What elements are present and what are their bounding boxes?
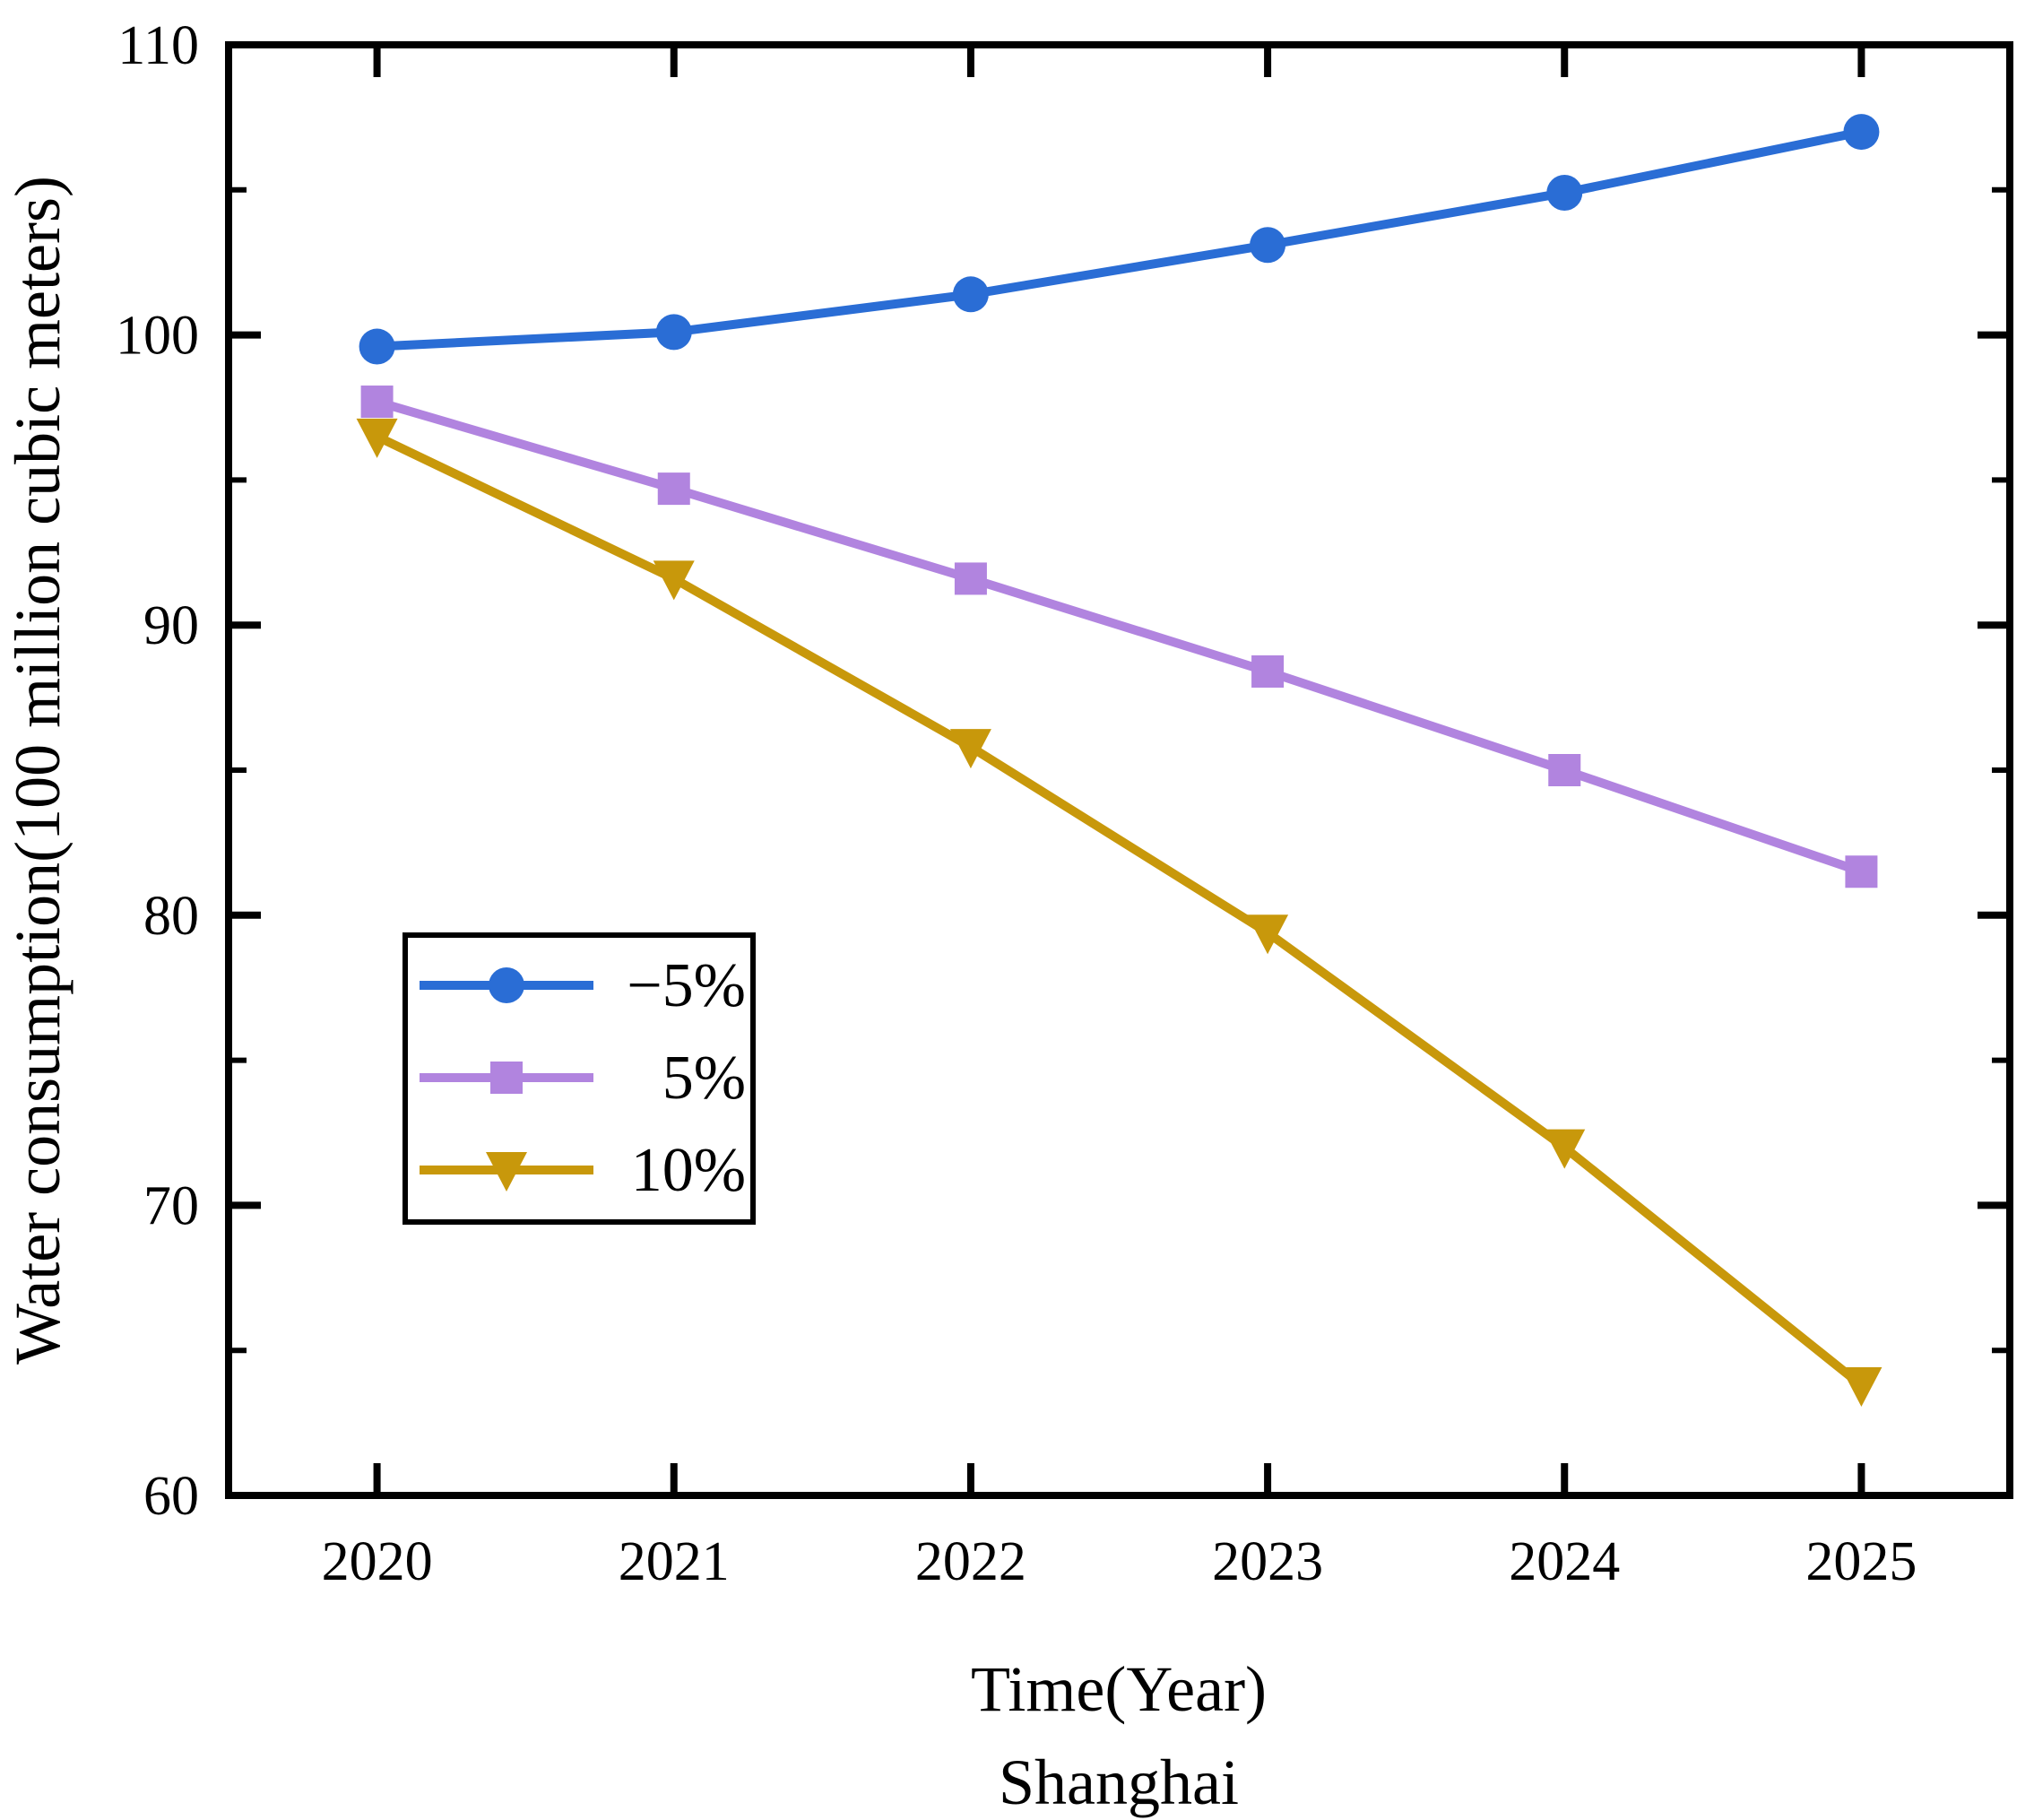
- data-point-2021-square: [657, 472, 690, 506]
- x-tick-label-2025: 2025: [1805, 1531, 1917, 1592]
- data-point-2025-triangle-down: [1840, 1367, 1883, 1408]
- x-tick-label-2021: 2021: [619, 1531, 730, 1592]
- y-tick-label-80: 80: [143, 886, 199, 947]
- legend-marker-circle: [489, 967, 524, 1003]
- data-point-2021-circle: [655, 314, 692, 351]
- data-series: [356, 114, 1883, 1408]
- axis-ticks: [229, 41, 2010, 1499]
- series-line: [375, 432, 1865, 1389]
- data-point-2024-triangle-down: [1544, 1129, 1586, 1169]
- data-point-2024-circle: [1546, 175, 1583, 212]
- data-point-2020-triangle-down: [356, 418, 398, 458]
- y-axis-title: Water consumption(100 million cubic mete…: [2, 176, 74, 1365]
- series-10: [356, 418, 1883, 1408]
- y-tick-label-60: 60: [143, 1466, 199, 1527]
- legend-marker-square: [490, 1062, 523, 1094]
- legend-label: 10%: [631, 1136, 746, 1205]
- legend-label: −5%: [627, 951, 746, 1020]
- x-axis-subtitle: Shanghai: [999, 1746, 1239, 1818]
- series-line: [376, 397, 1864, 876]
- series-5: [360, 386, 1878, 888]
- data-point-2020-square: [360, 386, 394, 419]
- legend-marker-triangle-down: [486, 1152, 527, 1192]
- legend-entry: 10%: [420, 1136, 746, 1205]
- y-tick-label-90: 90: [143, 595, 199, 656]
- data-point-2022-square: [954, 562, 987, 595]
- data-point-2020-circle: [359, 328, 395, 365]
- y-tick-label-110: 110: [117, 15, 199, 76]
- x-axis-title: Time(Year): [971, 1653, 1267, 1725]
- axis-tick-labels: 60 70 80 90 100 110 2020 2021 2022 2023 2024 2025: [116, 15, 1917, 1592]
- data-point-2023-triangle-down: [1247, 914, 1289, 955]
- data-point-2025-square: [1845, 855, 1878, 888]
- x-tick-label-2022: 2022: [915, 1531, 1026, 1592]
- data-point-2024-square: [1548, 754, 1581, 786]
- data-point-2023-circle: [1250, 227, 1286, 264]
- legend-entry: −5%: [420, 951, 746, 1020]
- data-point-2023-square: [1251, 654, 1285, 688]
- plot-border: [225, 41, 2013, 1499]
- legend-entry: 5%: [420, 1044, 746, 1113]
- series-5: [359, 114, 1880, 365]
- legend: −5% 5% 10%: [402, 932, 756, 1225]
- x-tick-label-2023: 2023: [1212, 1531, 1323, 1592]
- y-tick-label-100: 100: [116, 306, 199, 367]
- series-line: [377, 127, 1863, 351]
- data-point-2022-triangle-down: [949, 729, 991, 769]
- legend-label: 5%: [662, 1044, 746, 1113]
- data-point-2025-circle: [1843, 114, 1880, 151]
- y-tick-label-70: 70: [143, 1175, 199, 1236]
- x-tick-label-2020: 2020: [322, 1531, 433, 1592]
- data-point-2021-triangle-down: [653, 560, 695, 601]
- x-tick-label-2024: 2024: [1509, 1531, 1620, 1592]
- data-point-2022-circle: [952, 276, 989, 313]
